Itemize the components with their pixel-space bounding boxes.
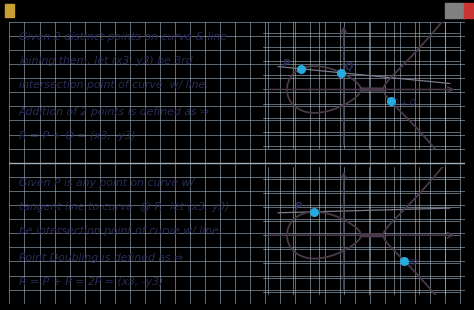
Text: intersection point of curve  w/ line.: intersection point of curve w/ line. — [19, 80, 209, 90]
Text: Addition of 2 points is defined as ⇒: Addition of 2 points is defined as ⇒ — [19, 107, 210, 117]
Text: be intersection point of curve w/ line.: be intersection point of curve w/ line. — [19, 226, 222, 236]
Text: 2P: 2P — [408, 259, 419, 268]
Bar — [5, 4, 14, 17]
Text: P: P — [283, 60, 291, 69]
Bar — [445, 3, 455, 19]
Bar — [454, 3, 465, 19]
Text: Given P is any point on curve w/: Given P is any point on curve w/ — [19, 178, 194, 188]
Text: tangent line to curve  @ P,  let (x3, y3): tangent line to curve @ P, let (x3, y3) — [19, 202, 229, 212]
Text: Q: Q — [344, 62, 353, 72]
Text: joining them, let (x3, y3) be 3rd: joining them, let (x3, y3) be 3rd — [19, 56, 192, 66]
Bar — [464, 3, 474, 19]
Text: R = P + P = 2P = (x3, -y3): R = P + P = 2P = (x3, -y3) — [19, 277, 163, 287]
Text: P: P — [294, 202, 301, 212]
Text: P + Q: P + Q — [394, 100, 416, 108]
Text: Given 2 distinct points on curve & line: Given 2 distinct points on curve & line — [19, 32, 227, 42]
Text: Point Doubling is defined as ⇒: Point Doubling is defined as ⇒ — [19, 253, 183, 263]
Text: R = P + Q = (x3, -y3): R = P + Q = (x3, -y3) — [19, 131, 136, 141]
